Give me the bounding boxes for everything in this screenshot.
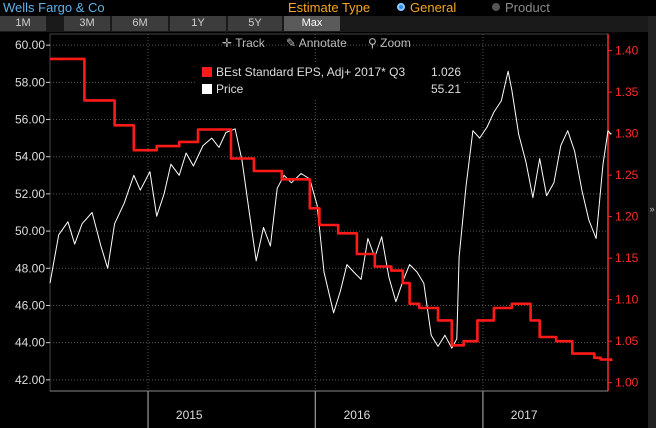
header-bar: Wells Fargo & Co Estimate Type General P… (0, 0, 656, 16)
magnifier-icon: ⚲ (368, 36, 377, 50)
product-option-label[interactable]: Product (505, 0, 550, 15)
pencil-icon: ✎ (286, 36, 297, 50)
left-tick-label: 50.00 (15, 224, 45, 238)
x-tick-label: 2015 (176, 408, 203, 422)
legend-price[interactable]: Price 55.21 (196, 81, 464, 97)
right-tick-label: 1.10 (615, 293, 639, 307)
left-tick-label: 60.00 (15, 38, 45, 52)
tab-max[interactable]: Max (284, 16, 341, 31)
legend-price-value: 55.21 (430, 82, 461, 96)
legend-eps[interactable]: BEst Standard EPS, Adj+ 2017* Q3 1.026 (196, 64, 464, 80)
right-tick-label: 1.20 (615, 210, 639, 224)
tab-3m[interactable]: 3M (64, 16, 111, 31)
side-strip[interactable] (648, 16, 656, 428)
track-label: Track (235, 36, 265, 50)
price-series-line (49, 70, 612, 349)
track-tool[interactable]: ✛ Track (222, 35, 265, 51)
left-tick-label: 58.00 (15, 75, 45, 89)
right-tick-label: 1.00 (615, 376, 639, 390)
crosshair-icon: ✛ (222, 36, 233, 50)
chart-legend: BEst Standard EPS, Adj+ 2017* Q3 1.026 P… (196, 62, 464, 98)
annotate-tool[interactable]: ✎ Annotate (286, 35, 347, 51)
tab-5y[interactable]: 5Y (228, 16, 283, 31)
right-tick-label: 1.30 (615, 127, 639, 141)
x-tick-label: 2016 (344, 408, 371, 422)
left-tick-label: 52.00 (15, 187, 45, 201)
chevron-right-icon[interactable]: » (649, 204, 655, 214)
general-option-label[interactable]: General (410, 0, 457, 15)
left-tick-label: 54.00 (15, 150, 45, 164)
right-tick-label: 1.40 (615, 44, 639, 58)
right-tick-label: 1.25 (615, 168, 639, 182)
tab-1m[interactable]: 1M (0, 16, 47, 31)
right-tick-label: 1.05 (615, 334, 639, 348)
product-radio[interactable] (492, 3, 500, 11)
tab-1y[interactable]: 1Y (170, 16, 227, 31)
eps-swatch (202, 67, 212, 77)
right-tick-label: 1.35 (615, 85, 639, 99)
zoom-tool[interactable]: ⚲ Zoom (368, 35, 411, 51)
x-tick-label: 2017 (511, 408, 538, 422)
legend-eps-value: 1.026 (430, 65, 461, 79)
price-swatch (202, 84, 212, 94)
range-tabs: 1M 3M 6M 1Y 5Y Max (0, 16, 656, 32)
eps-series-line (50, 57, 613, 362)
estimate-type-label: Estimate Type (288, 0, 371, 15)
annotate-label: Annotate (298, 36, 347, 50)
left-tick-label: 48.00 (15, 261, 45, 275)
left-tick-label: 44.00 (15, 336, 45, 350)
zoom-label: Zoom (380, 36, 411, 50)
security-title: Wells Fargo & Co (3, 0, 105, 15)
general-radio[interactable] (397, 3, 405, 11)
legend-eps-label: BEst Standard EPS, Adj+ 2017* Q3 (216, 65, 406, 79)
right-tick-label: 1.15 (615, 251, 639, 265)
left-tick-label: 56.00 (15, 113, 45, 127)
left-tick-label: 46.00 (15, 298, 45, 312)
tab-6m[interactable]: 6M (112, 16, 169, 31)
left-tick-label: 42.00 (15, 373, 45, 387)
legend-price-label: Price (216, 82, 244, 96)
